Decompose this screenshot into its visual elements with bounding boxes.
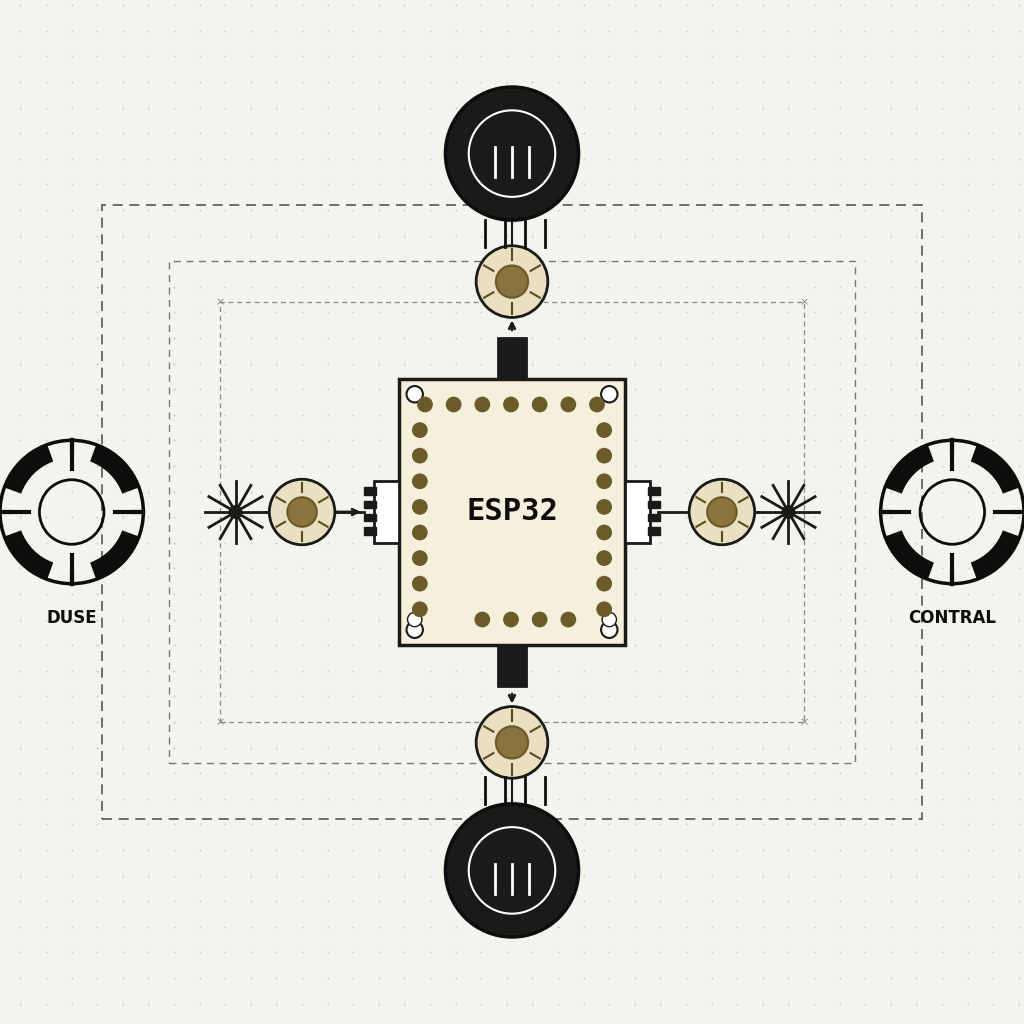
Wedge shape [971,444,1020,494]
Circle shape [469,827,555,913]
Circle shape [597,449,611,463]
Circle shape [602,612,616,627]
Circle shape [476,707,548,778]
Circle shape [288,498,316,526]
Bar [648,527,660,535]
Circle shape [597,474,611,488]
Circle shape [413,423,427,437]
Bar [220,302,804,722]
Circle shape [475,397,489,412]
Circle shape [476,246,548,317]
Circle shape [446,397,461,412]
Circle shape [269,479,335,545]
Circle shape [504,612,518,627]
Circle shape [407,622,423,638]
Circle shape [597,525,611,540]
Bar [364,527,376,535]
Circle shape [561,397,575,412]
Bar [648,501,660,508]
Wedge shape [90,530,139,580]
Wedge shape [4,530,53,580]
Circle shape [782,506,795,518]
Circle shape [496,726,528,759]
Circle shape [408,612,422,627]
Bar [102,205,922,819]
Circle shape [469,111,555,197]
FancyBboxPatch shape [399,379,625,645]
Bar [364,487,376,495]
Circle shape [413,577,427,591]
Circle shape [413,500,427,514]
Circle shape [689,479,755,545]
Text: DUSE: DUSE [46,609,97,628]
Bar [364,514,376,521]
Circle shape [597,551,611,565]
Circle shape [418,397,432,412]
Circle shape [597,577,611,591]
Text: ESP32: ESP32 [466,498,558,526]
Wedge shape [885,444,934,494]
Bar [648,514,660,521]
Circle shape [413,474,427,488]
Circle shape [601,386,617,402]
Bar [498,338,526,379]
Bar [169,261,855,763]
Bar [498,645,526,686]
Circle shape [229,506,242,518]
Wedge shape [4,444,53,494]
Circle shape [561,612,575,627]
Circle shape [532,397,547,412]
Text: CONTRAL: CONTRAL [908,609,996,628]
Text: ×: × [799,717,809,727]
Wedge shape [885,530,934,580]
Circle shape [445,804,579,937]
Circle shape [601,622,617,638]
Bar [364,501,376,508]
Text: ×: × [215,297,225,307]
Circle shape [597,500,611,514]
Bar [625,481,650,543]
Circle shape [708,498,736,526]
Circle shape [496,265,528,298]
Circle shape [413,525,427,540]
Text: ×: × [799,297,809,307]
Wedge shape [90,444,139,494]
Bar [374,481,399,543]
Circle shape [475,612,489,627]
Circle shape [413,551,427,565]
Circle shape [504,397,518,412]
Wedge shape [971,530,1020,580]
Circle shape [445,87,579,220]
Bar [648,487,660,495]
Circle shape [413,602,427,616]
Circle shape [590,397,604,412]
Text: ×: × [215,717,225,727]
Circle shape [597,423,611,437]
Circle shape [407,386,423,402]
Circle shape [413,449,427,463]
Circle shape [532,612,547,627]
Circle shape [597,602,611,616]
